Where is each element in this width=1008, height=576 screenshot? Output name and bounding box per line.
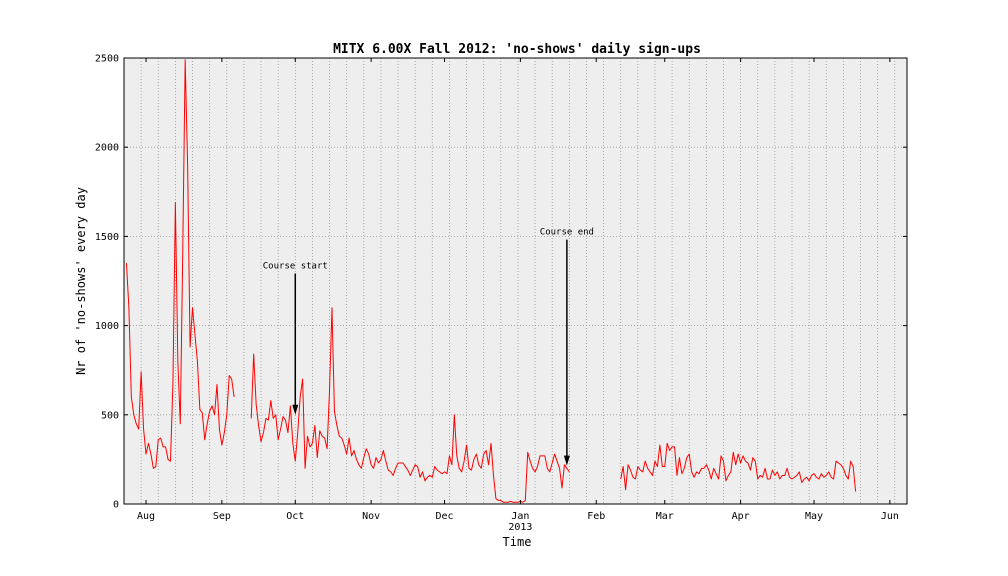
y-tick-label: 2000 (95, 143, 119, 154)
annotation-arrow-head (563, 455, 570, 466)
y-tick-label: 2500 (95, 54, 119, 65)
x-tick-label: Jun (881, 511, 899, 522)
plot-area (124, 58, 907, 504)
x-tick-label: Sep (213, 511, 231, 522)
x-axis-label: Time (503, 535, 532, 549)
x-tick-label: Mar (656, 511, 674, 522)
ticks: 0 500 1000 1500 2000 2500 Aug Sep Oct Nov Dec Jan Fe… (95, 54, 907, 533)
x-tick-label: Jan (511, 511, 529, 522)
series-line (125, 59, 235, 469)
annotations: Course start Course end (263, 228, 594, 466)
x-tick-label: Feb (587, 511, 605, 522)
series-line (620, 442, 857, 492)
grid (124, 58, 907, 504)
x-tick-label: May (805, 511, 823, 522)
x-tick-label: Oct (286, 511, 304, 522)
y-axis-label: Nr of 'no-shows' every day (74, 187, 88, 375)
series-group (125, 59, 857, 503)
annotation-label: Course start (263, 262, 328, 272)
x-tick-label: Aug (137, 511, 155, 522)
series-line (250, 307, 570, 503)
y-tick-label: 0 (113, 500, 119, 511)
x-tick-label: Nov (362, 511, 380, 522)
x-tick-label: Apr (732, 511, 750, 522)
y-tick-label: 1000 (95, 321, 119, 332)
annotation-arrow-head (292, 404, 299, 415)
y-tick-label: 1500 (95, 232, 119, 243)
plot-frame (123, 57, 908, 505)
y-tick-label: 500 (101, 410, 119, 421)
chart-title: MITX 6.00X Fall 2012: 'no-shows' daily s… (333, 42, 701, 57)
x-tick-label: Dec (436, 511, 454, 522)
annotation-label: Course end (540, 228, 594, 238)
x-year-label: 2013 (508, 522, 532, 533)
